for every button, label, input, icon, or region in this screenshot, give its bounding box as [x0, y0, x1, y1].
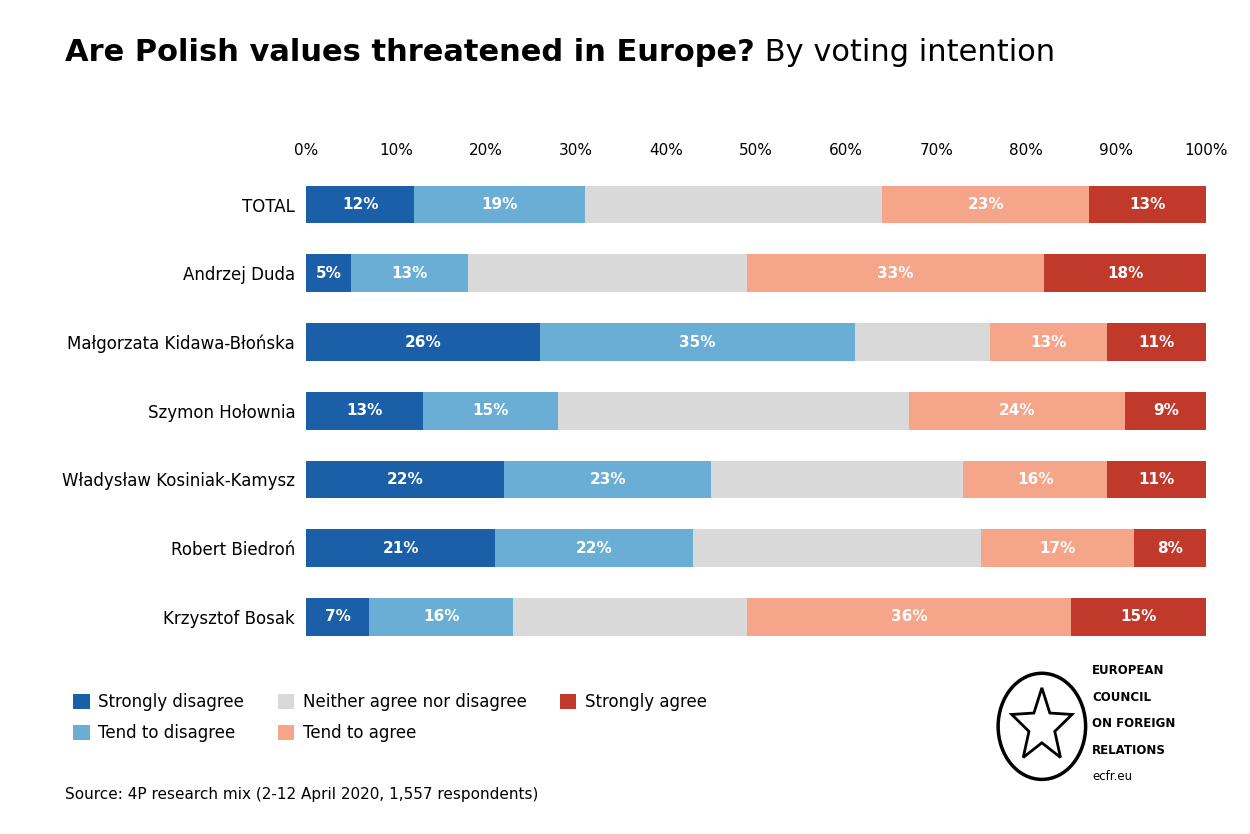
Bar — [306, 254, 351, 292]
Text: 13%: 13% — [1030, 334, 1068, 349]
Bar — [855, 323, 990, 361]
Bar — [1108, 460, 1206, 499]
Bar — [711, 460, 964, 499]
Text: 33%: 33% — [878, 266, 914, 281]
Text: 5%: 5% — [316, 266, 341, 281]
Bar — [1134, 530, 1206, 567]
Bar — [369, 598, 514, 636]
Bar — [514, 598, 748, 636]
Text: 7%: 7% — [325, 610, 351, 625]
Text: 23%: 23% — [590, 472, 626, 487]
Bar — [748, 598, 1071, 636]
Bar — [504, 460, 711, 499]
Text: ON FOREIGN: ON FOREIGN — [1092, 717, 1175, 731]
Text: 13%: 13% — [1130, 197, 1166, 212]
Text: By voting intention: By voting intention — [755, 38, 1055, 67]
Bar — [306, 530, 495, 567]
Bar — [559, 392, 909, 430]
Text: 36%: 36% — [891, 610, 928, 625]
Text: 19%: 19% — [481, 197, 518, 212]
Text: 13%: 13% — [346, 404, 382, 418]
Bar — [351, 254, 469, 292]
Bar — [306, 186, 414, 224]
Text: 22%: 22% — [388, 472, 424, 487]
Text: 22%: 22% — [576, 540, 612, 555]
Text: 11%: 11% — [1139, 334, 1175, 349]
Text: RELATIONS: RELATIONS — [1092, 744, 1166, 756]
Bar — [306, 460, 504, 499]
Text: 21%: 21% — [382, 540, 419, 555]
Bar — [990, 323, 1108, 361]
Bar — [694, 530, 981, 567]
Bar — [469, 254, 748, 292]
Legend: Strongly disagree, Tend to disagree, Neither agree nor disagree, Tend to agree, : Strongly disagree, Tend to disagree, Nei… — [74, 693, 706, 742]
Bar — [1089, 186, 1206, 224]
Bar — [748, 254, 1044, 292]
Bar — [909, 392, 1125, 430]
Text: 16%: 16% — [1017, 472, 1054, 487]
Text: 18%: 18% — [1108, 266, 1144, 281]
Bar — [495, 530, 694, 567]
Bar — [964, 460, 1108, 499]
Bar — [414, 186, 585, 224]
Bar — [306, 392, 424, 430]
Text: 9%: 9% — [1152, 404, 1179, 418]
Text: 13%: 13% — [391, 266, 428, 281]
Text: 23%: 23% — [968, 197, 1004, 212]
Text: COUNCIL: COUNCIL — [1092, 691, 1151, 704]
Bar — [306, 323, 540, 361]
Text: Are Polish values threatened in Europe?: Are Polish values threatened in Europe? — [65, 38, 755, 67]
Bar — [1071, 598, 1206, 636]
Bar — [1125, 392, 1206, 430]
Text: ecfr.eu: ecfr.eu — [1092, 771, 1132, 783]
Bar — [981, 530, 1134, 567]
Text: 8%: 8% — [1158, 540, 1184, 555]
Text: 15%: 15% — [472, 404, 509, 418]
Text: 26%: 26% — [405, 334, 441, 349]
Text: 35%: 35% — [680, 334, 716, 349]
Bar — [1108, 323, 1206, 361]
Text: 24%: 24% — [999, 404, 1035, 418]
Text: Source: 4P research mix (2-12 April 2020, 1,557 respondents): Source: 4P research mix (2-12 April 2020… — [65, 787, 539, 802]
Bar — [882, 186, 1089, 224]
Bar — [306, 598, 369, 636]
Text: 17%: 17% — [1040, 540, 1076, 555]
Text: 16%: 16% — [422, 610, 460, 625]
Text: 12%: 12% — [342, 197, 379, 212]
Text: 11%: 11% — [1139, 472, 1175, 487]
Text: 15%: 15% — [1120, 610, 1158, 625]
Bar — [424, 392, 559, 430]
Bar — [585, 186, 882, 224]
Bar — [540, 323, 855, 361]
Text: EUROPEAN: EUROPEAN — [1092, 664, 1165, 677]
Bar — [1044, 254, 1206, 292]
